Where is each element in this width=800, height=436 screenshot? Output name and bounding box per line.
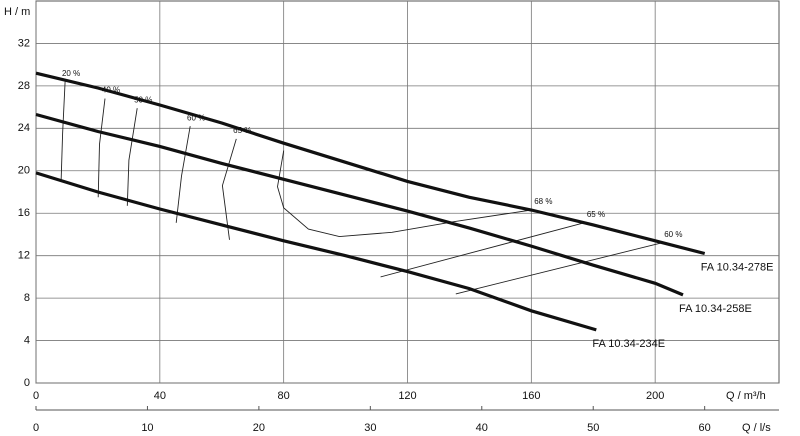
x-tick-label: 200 bbox=[646, 390, 664, 402]
efficiency-curve bbox=[221, 138, 237, 240]
x-tick-label: 40 bbox=[154, 390, 166, 402]
x-tick-label: 120 bbox=[398, 390, 416, 402]
x2-tick-label: 30 bbox=[364, 422, 376, 434]
y-tick-label: 24 bbox=[18, 122, 30, 134]
y-tick-label: 16 bbox=[18, 207, 30, 219]
x-tick-label: 0 bbox=[33, 390, 39, 402]
y-tick-label: 4 bbox=[24, 334, 30, 346]
y-tick-label: 28 bbox=[18, 80, 30, 92]
x2-tick-label: 10 bbox=[141, 422, 153, 434]
x-tick-label: 80 bbox=[278, 390, 290, 402]
efficiency-curve bbox=[60, 81, 66, 182]
x-axis-label: Q / m³/h bbox=[726, 390, 766, 402]
curve-label: FA 10.34-234E bbox=[592, 338, 665, 350]
pump-curve bbox=[35, 112, 684, 297]
y-tick-label: 12 bbox=[18, 250, 30, 262]
y-tick-label: 32 bbox=[18, 37, 30, 49]
curve-label: FA 10.34-258E bbox=[679, 303, 752, 315]
y-tick-label: 0 bbox=[24, 377, 30, 389]
efficiency-curve bbox=[126, 108, 138, 206]
x2-tick-label: 20 bbox=[253, 422, 265, 434]
x2-tick-label: 50 bbox=[587, 422, 599, 434]
efficiency-label: 20 % bbox=[62, 69, 80, 78]
x-tick-label: 160 bbox=[522, 390, 540, 402]
y-tick-label: 8 bbox=[24, 292, 30, 304]
efficiency-curve bbox=[175, 126, 191, 223]
x2-axis-label: Q / l/s bbox=[742, 422, 771, 434]
efficiency-curve bbox=[380, 222, 585, 278]
efficiency-label: 65 % bbox=[587, 210, 605, 219]
efficiency-curve bbox=[455, 242, 662, 295]
efficiency-label: 60 % bbox=[664, 230, 682, 239]
y-tick-label: 20 bbox=[18, 165, 30, 177]
efficiency-label: 68 % bbox=[534, 197, 552, 206]
y-axis-label: H / m bbox=[4, 6, 30, 18]
efficiency-curve bbox=[277, 150, 532, 238]
x2-tick-label: 60 bbox=[699, 422, 711, 434]
efficiency-label: 60 % bbox=[187, 113, 205, 122]
x2-tick-label: 0 bbox=[33, 422, 39, 434]
pump-curve bbox=[35, 171, 597, 332]
pump-curve bbox=[35, 71, 706, 256]
efficiency-curve bbox=[97, 98, 106, 198]
curve-label: FA 10.34-278E bbox=[701, 261, 774, 273]
x2-tick-label: 40 bbox=[476, 422, 488, 434]
